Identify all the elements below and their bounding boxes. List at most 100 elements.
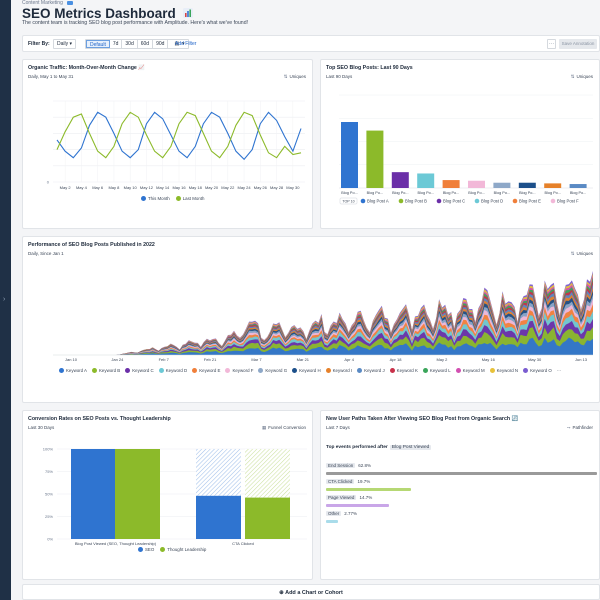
path-row[interactable]: Page Viewed 14.7% bbox=[326, 495, 600, 509]
filter-bar: Filter By: Daily ▾ Default 7d 30d 60d 90… bbox=[22, 35, 600, 52]
card-title[interactable]: Conversion Rates on SEO Posts vs. Though… bbox=[28, 416, 171, 422]
x-tick-label: Blog Po... bbox=[468, 191, 484, 195]
x-tick-label: Blog Po... bbox=[367, 191, 383, 195]
legend-item-keyword[interactable]: Keyword L bbox=[422, 368, 451, 373]
legend-dot bbox=[158, 368, 164, 373]
x-category-label: CTA Clicked bbox=[232, 541, 254, 546]
legend-dot bbox=[292, 368, 298, 373]
space-icon bbox=[66, 0, 73, 5]
legend-item-label: Blog Post E bbox=[519, 199, 541, 204]
path-row[interactable]: End Session 62.8% bbox=[326, 463, 600, 477]
x-tick-label: May 2 bbox=[60, 185, 72, 190]
y-tick-label: 25% bbox=[45, 514, 53, 519]
legend-item-last-month[interactable]: Last Month bbox=[175, 196, 204, 201]
card-subtitle: Last 7 Days bbox=[326, 425, 350, 430]
metric-label: ▦ Funnel Conversion bbox=[261, 425, 306, 430]
add-filter-link[interactable]: Add Filter bbox=[175, 41, 197, 47]
legend-item-thought-leadership[interactable]: Thought Leadership bbox=[160, 547, 206, 552]
x-tick-label: Jan 10 bbox=[65, 357, 78, 362]
add-chart-button[interactable]: ⊕ Add a Chart or Cohort bbox=[22, 584, 600, 600]
legend-item-keyword[interactable]: Keyword F bbox=[225, 368, 253, 373]
page-title: SEO Metrics Dashboard bbox=[22, 6, 193, 21]
filter-label: Filter By: bbox=[28, 41, 50, 47]
range-90d[interactable]: 90d bbox=[153, 40, 169, 48]
legend-item-keyword[interactable]: Keyword J bbox=[357, 368, 385, 373]
user-paths-card: New User Paths Taken After Viewing SEO B… bbox=[320, 410, 600, 580]
metric-icon: ⇅ bbox=[570, 74, 575, 79]
legend-item-keyword[interactable]: Keyword D bbox=[158, 368, 187, 373]
legend-more-button[interactable]: ··· bbox=[556, 368, 562, 373]
legend-dot bbox=[398, 198, 404, 204]
metric-label: ⤳ Pathfinder bbox=[566, 425, 593, 430]
legend-item-keyword[interactable]: Keyword I bbox=[325, 368, 352, 373]
x-tick-label: Blog Po... bbox=[392, 191, 408, 195]
x-tick-label: May 18 bbox=[189, 185, 203, 190]
top-posts-card: Top SEO Blog Posts: Last 90 Days Last 90… bbox=[320, 59, 600, 229]
path-row[interactable]: Other 2.77% bbox=[326, 511, 600, 525]
range-60d[interactable]: 60d bbox=[138, 40, 154, 48]
legend-item-keyword[interactable]: Keyword O bbox=[523, 368, 552, 373]
bar-blog-post-a bbox=[341, 122, 358, 188]
top-n-tag-label: TOP 10 bbox=[342, 199, 354, 203]
legend-dot bbox=[357, 368, 363, 373]
bar-blog-post-f bbox=[468, 180, 485, 188]
legend-item-keyword[interactable]: Keyword C bbox=[125, 368, 154, 373]
legend-item-label: Blog Post D bbox=[481, 199, 503, 204]
metric-icon: ⇅ bbox=[570, 251, 575, 256]
save-annotation-button[interactable]: Save Annotation bbox=[559, 39, 597, 49]
card-subtitle: Daily, Since Jan 1 bbox=[28, 251, 64, 256]
bar-blog-post-b bbox=[366, 130, 384, 188]
card-title[interactable]: Top SEO Blog Posts: Last 90 Days bbox=[326, 65, 413, 71]
card-title[interactable]: Performance of SEO Blog Posts Published … bbox=[28, 242, 155, 248]
legend-item-keyword[interactable]: Keyword E bbox=[192, 368, 220, 373]
legend-item-keyword[interactable]: Keyword H bbox=[292, 368, 321, 373]
range-30d[interactable]: 30d bbox=[122, 40, 138, 48]
x-tick-label: May 6 bbox=[92, 185, 104, 190]
bar-blog-post-g bbox=[493, 182, 511, 188]
expand-nav-icon[interactable]: › bbox=[3, 296, 6, 303]
legend-item-label: Blog Post F bbox=[557, 199, 579, 204]
date-range-segments: Default 7d 30d 60d 90d ▤ ▾ bbox=[85, 39, 189, 49]
legend-dot bbox=[550, 198, 556, 204]
card-title[interactable]: Organic Traffic: Month-Over-Month Change… bbox=[28, 65, 145, 71]
path-row[interactable]: CTA Clicked 19.7% bbox=[326, 479, 600, 493]
x-tick-label: Blog Po... bbox=[443, 191, 459, 195]
path-bar-end-session bbox=[326, 472, 597, 475]
bar-thought-leadership bbox=[115, 449, 160, 539]
legend-dot bbox=[474, 198, 480, 204]
traffic-legend: This Month Last Month bbox=[141, 196, 204, 201]
legend-item-keyword[interactable]: Keyword M bbox=[455, 368, 485, 373]
legend-item-this-month[interactable]: This Month bbox=[141, 196, 170, 201]
y-tick-label: 0% bbox=[47, 537, 53, 542]
x-tick-label: May 24 bbox=[238, 185, 252, 190]
main-content: Content Marketing SEO Metrics Dashboard … bbox=[11, 0, 600, 600]
plus-icon: ⊕ bbox=[279, 590, 286, 596]
event-tag[interactable]: Blog Post Viewed bbox=[389, 445, 432, 450]
legend-dot bbox=[389, 368, 395, 373]
paths-header: Top events performed after Blog Post View… bbox=[326, 445, 432, 450]
range-7d[interactable]: 7d bbox=[110, 40, 123, 48]
legend-dot bbox=[489, 368, 495, 373]
legend-dot bbox=[258, 368, 264, 373]
x-tick-label: Blog Po... bbox=[494, 191, 510, 195]
x-tick-label: May 2 bbox=[436, 357, 448, 362]
top-n-tag bbox=[339, 197, 358, 205]
legend-item-keyword[interactable]: Keyword B bbox=[92, 368, 120, 373]
legend-item-keyword[interactable]: Keyword N bbox=[489, 368, 518, 373]
more-options-button[interactable]: ··· bbox=[547, 39, 556, 49]
legend-item-keyword[interactable]: Keyword A bbox=[59, 368, 87, 373]
range-default[interactable]: Default bbox=[86, 40, 110, 48]
legend-dot bbox=[325, 368, 331, 373]
legend-item-seo[interactable]: SEO bbox=[138, 547, 154, 552]
card-title[interactable]: New User Paths Taken After Viewing SEO B… bbox=[326, 416, 519, 422]
x-tick-label: May 22 bbox=[221, 185, 235, 190]
series-line-this-month bbox=[56, 111, 302, 161]
legend-item-keyword[interactable]: Keyword G bbox=[258, 368, 287, 373]
breadcrumb[interactable]: Content Marketing bbox=[22, 0, 73, 6]
x-tick-label: Blog Po... bbox=[417, 191, 433, 195]
x-tick-label: May 12 bbox=[140, 185, 154, 190]
interval-select[interactable]: Daily ▾ bbox=[53, 39, 77, 49]
legend-item-keyword[interactable]: Keyword K bbox=[389, 368, 418, 373]
calendar-icon[interactable]: ▤ ▾ bbox=[174, 41, 185, 47]
